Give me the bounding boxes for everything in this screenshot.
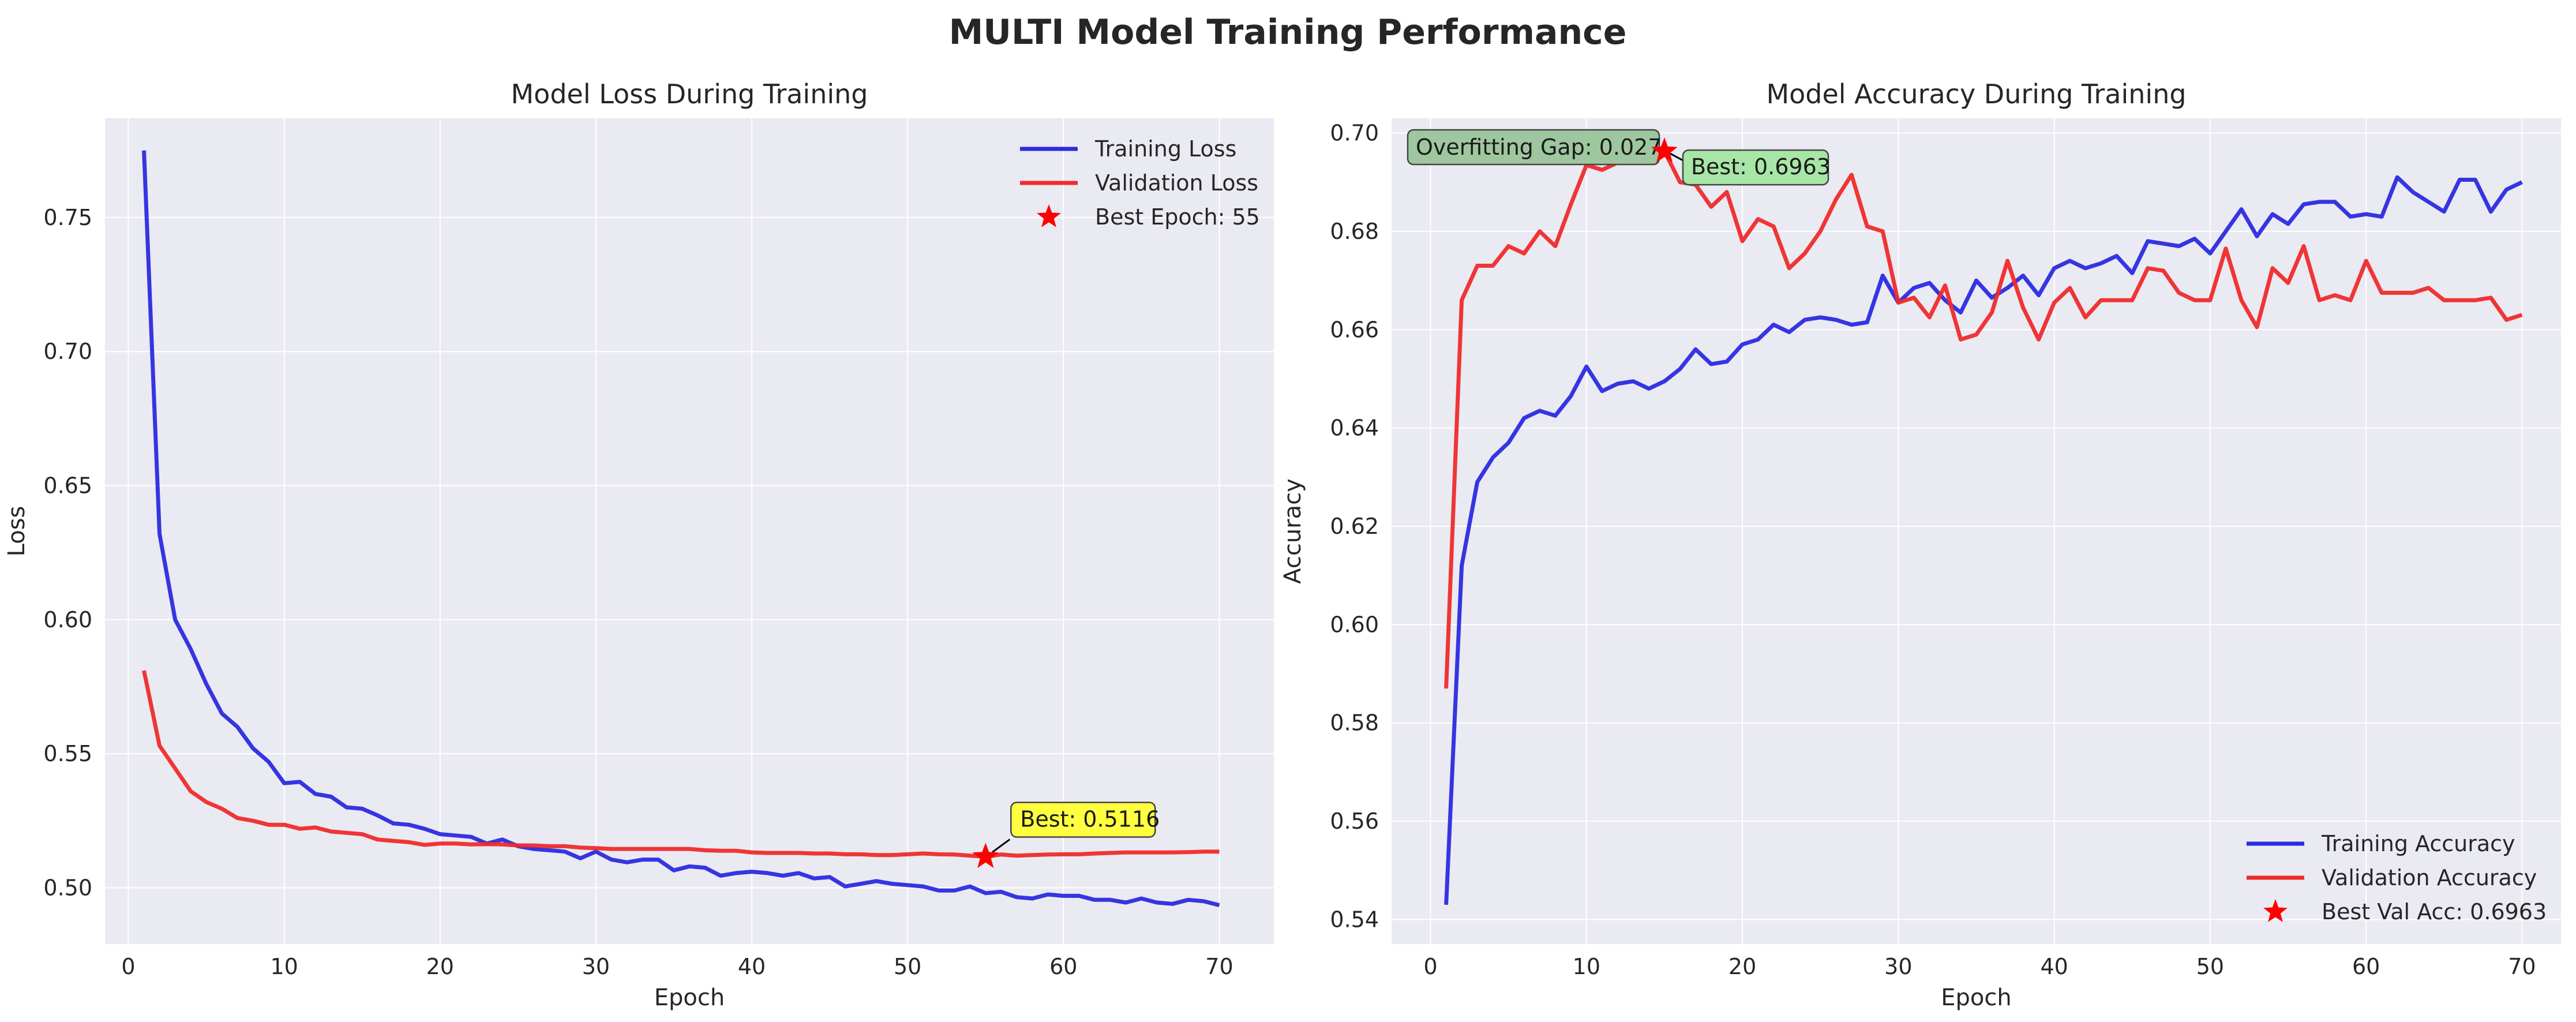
y-tick-label: 0.60 <box>1330 612 1379 637</box>
best-epoch-star-marker <box>1651 137 1678 163</box>
x-tick-label: 40 <box>2040 954 2068 979</box>
x-axis-label: Epoch <box>1941 984 2011 1011</box>
overfitting-gap-label: Overfitting Gap: 0.027 <box>1416 134 1662 160</box>
y-axis-label: Loss <box>3 506 30 557</box>
y-tick-label: 0.62 <box>1330 514 1379 539</box>
y-tick-label: 0.56 <box>1330 808 1379 834</box>
x-tick-label: 60 <box>2352 954 2380 979</box>
x-tick-label: 60 <box>1049 954 1077 979</box>
y-tick-label: 0.64 <box>1330 415 1379 441</box>
x-tick-label: 30 <box>582 954 610 979</box>
training-series-line <box>1444 175 2523 905</box>
best-epoch-star-marker <box>972 843 999 868</box>
x-axis-label: Epoch <box>654 984 725 1011</box>
x-tick-label: 30 <box>1884 954 1912 979</box>
y-tick-label: 0.70 <box>43 339 92 364</box>
validation-series-line <box>142 670 1220 859</box>
x-tick-label: 40 <box>738 954 766 979</box>
x-tick-label: 70 <box>2508 954 2536 979</box>
loss-chart-panel: 0 10 20 30 40 50 60 70 0.50 0.55 0.60 0.65 0.70 0.75 M… <box>3 78 1274 1011</box>
y-tick-label: 0.54 <box>1330 907 1379 932</box>
y-tick-label: 0.75 <box>43 205 92 230</box>
legend-validation-label: Validation Loss <box>1095 170 1258 196</box>
x-tick-label: 10 <box>270 954 298 979</box>
accuracy-chart-panel: 0 10 20 30 40 50 60 70 0.54 0.56 0.58 0.60 0.62 0.64 0… <box>1280 78 2561 1011</box>
y-tick-label: 0.55 <box>43 741 92 766</box>
figure-title: MULTI Model Training Performance <box>949 12 1627 53</box>
plot-area <box>1392 118 2561 944</box>
training-series-line <box>142 150 1220 907</box>
y-tick-label: 0.66 <box>1330 317 1379 342</box>
y-tick-label: 0.60 <box>43 607 92 632</box>
x-tick-label: 0 <box>1423 954 1437 979</box>
x-tick-label: 20 <box>1728 954 1756 979</box>
legend-best-label: Best Epoch: 55 <box>1095 204 1260 230</box>
x-tick-label: 20 <box>426 954 454 979</box>
y-tick-label: 0.65 <box>43 473 92 499</box>
y-axis-label: Accuracy <box>1280 478 1306 584</box>
x-tick-label: 70 <box>1205 954 1233 979</box>
legend-training-label: Training Loss <box>1094 136 1236 162</box>
x-tick-label: 10 <box>1573 954 1600 979</box>
annotation-arrow <box>992 838 1011 853</box>
best-annotation-box <box>1010 802 1156 838</box>
y-tick-label: 0.70 <box>1330 121 1379 146</box>
y-tick-label: 0.68 <box>1330 219 1379 244</box>
legend-training-label: Training Accuracy <box>2321 831 2515 856</box>
x-tick-label: 50 <box>2196 954 2224 979</box>
x-tick-label: 0 <box>121 954 135 979</box>
x-tick-label: 50 <box>894 954 921 979</box>
legend-best-star-icon <box>2263 899 2288 922</box>
chart-title: Model Loss During Training <box>511 78 868 110</box>
best-annotation-box <box>1682 149 1829 186</box>
y-tick-label: 0.50 <box>43 875 92 900</box>
best-annotation-text: Best: 0.6963 <box>1691 154 1831 179</box>
chart-title: Model Accuracy During Training <box>1766 78 2186 110</box>
best-annotation-text: Best: 0.5116 <box>1020 807 1160 832</box>
y-tick-label: 0.58 <box>1330 710 1379 736</box>
legend-best-label: Best Val Acc: 0.6963 <box>2322 899 2547 924</box>
legend-best-star-icon <box>1037 204 1061 227</box>
legend-validation-label: Validation Accuracy <box>2322 865 2537 890</box>
